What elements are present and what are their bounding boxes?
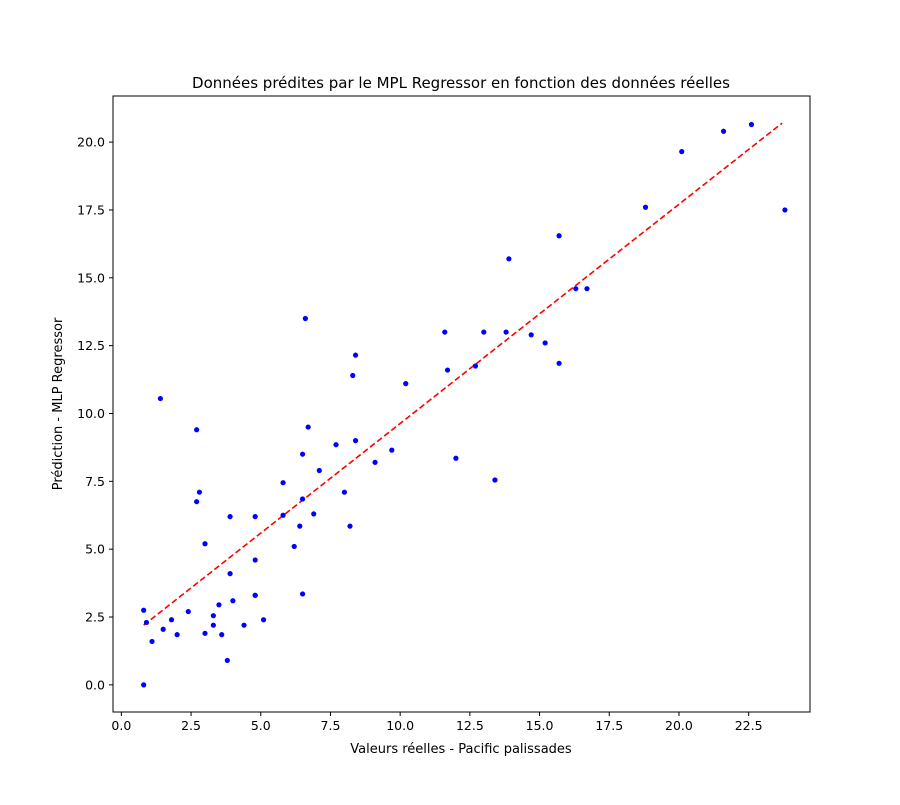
data-point bbox=[202, 630, 208, 636]
y-tick-label: 7.5 bbox=[85, 474, 105, 489]
y-tick-label: 15.0 bbox=[77, 270, 105, 285]
data-point bbox=[194, 427, 200, 433]
data-point bbox=[481, 329, 487, 335]
data-point bbox=[584, 286, 590, 292]
data-point bbox=[352, 352, 359, 358]
plot-frame bbox=[112, 95, 811, 713]
data-point bbox=[316, 467, 322, 474]
data-point bbox=[352, 438, 359, 444]
data-point bbox=[216, 602, 222, 608]
data-point bbox=[333, 442, 339, 448]
data-point bbox=[141, 682, 147, 688]
x-tick-label: 17.5 bbox=[595, 718, 623, 733]
data-point bbox=[252, 592, 258, 598]
data-point bbox=[453, 455, 459, 461]
data-point bbox=[202, 541, 208, 547]
data-point bbox=[185, 608, 191, 615]
data-point bbox=[299, 451, 306, 457]
data-point bbox=[280, 480, 286, 486]
y-tick-label: 20.0 bbox=[77, 135, 105, 150]
data-point bbox=[196, 489, 203, 495]
data-point bbox=[305, 424, 311, 430]
data-point bbox=[299, 496, 306, 502]
y-tick-label: 2.5 bbox=[85, 610, 105, 625]
y-axis-label: Prédiction - MLP Regressor bbox=[51, 317, 66, 490]
y-tick-label: 0.0 bbox=[85, 677, 105, 692]
data-point bbox=[227, 571, 233, 577]
data-point bbox=[472, 363, 479, 369]
plot-layer bbox=[141, 121, 788, 688]
x-tick-label: 0.0 bbox=[111, 718, 131, 733]
data-point bbox=[542, 340, 548, 346]
x-tick-label: 5.0 bbox=[251, 718, 271, 733]
data-point bbox=[157, 395, 163, 402]
data-point bbox=[528, 332, 534, 338]
data-point bbox=[160, 626, 166, 632]
data-point bbox=[503, 329, 509, 335]
x-tick-label: 20.0 bbox=[665, 718, 693, 733]
data-point bbox=[442, 329, 448, 335]
data-point bbox=[230, 598, 236, 604]
data-point bbox=[403, 381, 409, 387]
data-point bbox=[720, 128, 727, 134]
data-point bbox=[556, 233, 562, 239]
x-tick-label: 15.0 bbox=[526, 718, 554, 733]
data-point bbox=[642, 204, 649, 210]
x-axis-label: Valeurs réelles - Pacific palissades bbox=[350, 742, 572, 757]
x-tick-label: 22.5 bbox=[735, 718, 763, 733]
data-point bbox=[302, 315, 308, 322]
data-point bbox=[219, 632, 225, 638]
data-point bbox=[260, 617, 267, 623]
axis-ticks: 0.0 2.5 5.0 7.5 10.0 12.5 15.0 17.5 20.0 22.5 0.0 2… bbox=[77, 135, 762, 733]
data-point bbox=[679, 149, 685, 155]
data-point bbox=[149, 638, 155, 645]
data-point bbox=[506, 256, 512, 262]
data-point bbox=[141, 607, 147, 613]
data-point bbox=[297, 523, 303, 529]
data-point bbox=[252, 514, 258, 520]
y-tick-label: 12.5 bbox=[77, 338, 105, 353]
data-point bbox=[782, 207, 788, 213]
data-point bbox=[492, 477, 498, 483]
data-point bbox=[210, 622, 216, 628]
data-point bbox=[227, 514, 233, 520]
data-point bbox=[280, 512, 286, 518]
data-point bbox=[241, 622, 247, 628]
data-point bbox=[573, 286, 579, 292]
x-tick-label: 7.5 bbox=[321, 718, 341, 733]
data-point bbox=[194, 499, 200, 505]
y-tick-label: 17.5 bbox=[77, 202, 105, 217]
data-point bbox=[372, 459, 378, 465]
data-point bbox=[174, 632, 180, 638]
data-point bbox=[210, 613, 216, 619]
data-point bbox=[444, 367, 451, 373]
data-point bbox=[347, 523, 353, 529]
data-point bbox=[556, 360, 562, 366]
data-point bbox=[224, 657, 230, 664]
data-point bbox=[748, 121, 755, 128]
trend-line bbox=[143, 122, 783, 626]
data-point bbox=[389, 447, 395, 453]
data-point bbox=[291, 543, 297, 550]
x-tick-label: 2.5 bbox=[181, 718, 201, 733]
data-point bbox=[299, 591, 306, 597]
x-tick-label: 10.0 bbox=[386, 718, 414, 733]
chart-title: Données prédites par le MPL Regressor en… bbox=[192, 74, 730, 92]
data-point bbox=[143, 619, 150, 626]
data-point bbox=[168, 617, 175, 623]
data-point bbox=[341, 489, 348, 495]
y-tick-label: 10.0 bbox=[77, 406, 105, 421]
data-point bbox=[311, 511, 317, 517]
x-tick-label: 12.5 bbox=[456, 718, 484, 733]
data-point bbox=[252, 557, 258, 563]
data-point bbox=[350, 372, 356, 379]
y-tick-label: 5.0 bbox=[85, 542, 105, 557]
